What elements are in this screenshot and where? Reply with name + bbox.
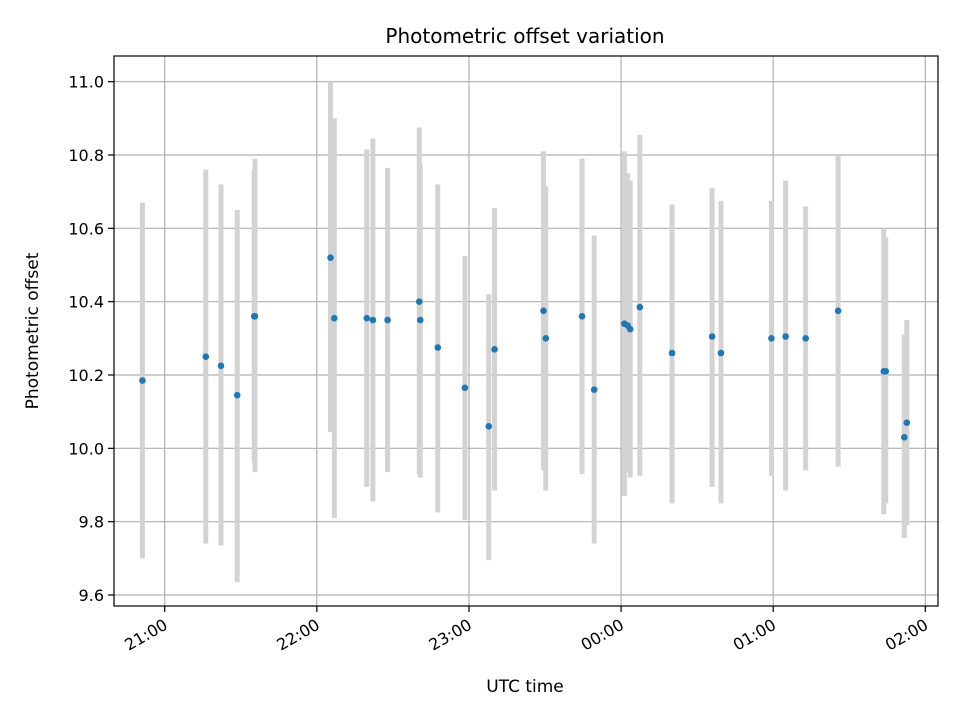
data-point	[416, 316, 424, 324]
data-point	[540, 307, 547, 315]
data-point	[369, 316, 377, 324]
data-point	[139, 377, 146, 384]
data-point	[708, 333, 716, 340]
data-points	[139, 254, 911, 441]
data-point	[900, 434, 908, 441]
chart-title: Photometric offset variation	[385, 24, 664, 48]
y-tick-label: 10.0	[68, 439, 104, 458]
y-tick-label: 10.2	[68, 366, 104, 385]
data-point	[434, 344, 442, 351]
data-point	[578, 313, 586, 320]
y-tick-label: 9.6	[79, 586, 104, 605]
data-point	[717, 349, 725, 357]
data-point	[903, 419, 911, 426]
data-point	[802, 335, 809, 342]
data-point	[384, 316, 391, 324]
data-point	[636, 303, 644, 311]
data-point	[327, 254, 334, 261]
data-point	[251, 313, 259, 320]
data-point	[542, 335, 550, 342]
data-point	[217, 362, 225, 370]
data-point	[202, 353, 210, 360]
data-point	[233, 391, 241, 399]
y-tick-label: 10.6	[68, 219, 104, 238]
data-point	[882, 368, 890, 375]
data-point	[491, 346, 498, 353]
y-axis-label: Photometric offset	[23, 252, 43, 409]
data-point	[668, 349, 676, 357]
data-point	[363, 314, 371, 322]
y-tick-label: 10.4	[68, 293, 104, 312]
data-point	[485, 423, 493, 430]
data-point	[590, 386, 598, 393]
y-tick-label: 10.8	[68, 146, 104, 165]
x-axis-label: UTC time	[486, 677, 564, 697]
data-point	[461, 384, 469, 392]
data-point	[415, 298, 423, 305]
y-axis-ticks: 9.6 9.8 10.0 10.2 10.4 10.6 10.8 11.0	[68, 73, 114, 605]
data-point	[768, 335, 775, 342]
data-point	[782, 333, 789, 340]
data-point	[626, 325, 634, 333]
grid	[114, 56, 938, 606]
y-tick-label: 9.8	[79, 513, 104, 532]
y-tick-label: 11.0	[68, 73, 104, 92]
data-point	[331, 314, 338, 322]
data-point	[834, 307, 842, 315]
plot-frame	[113, 55, 939, 607]
